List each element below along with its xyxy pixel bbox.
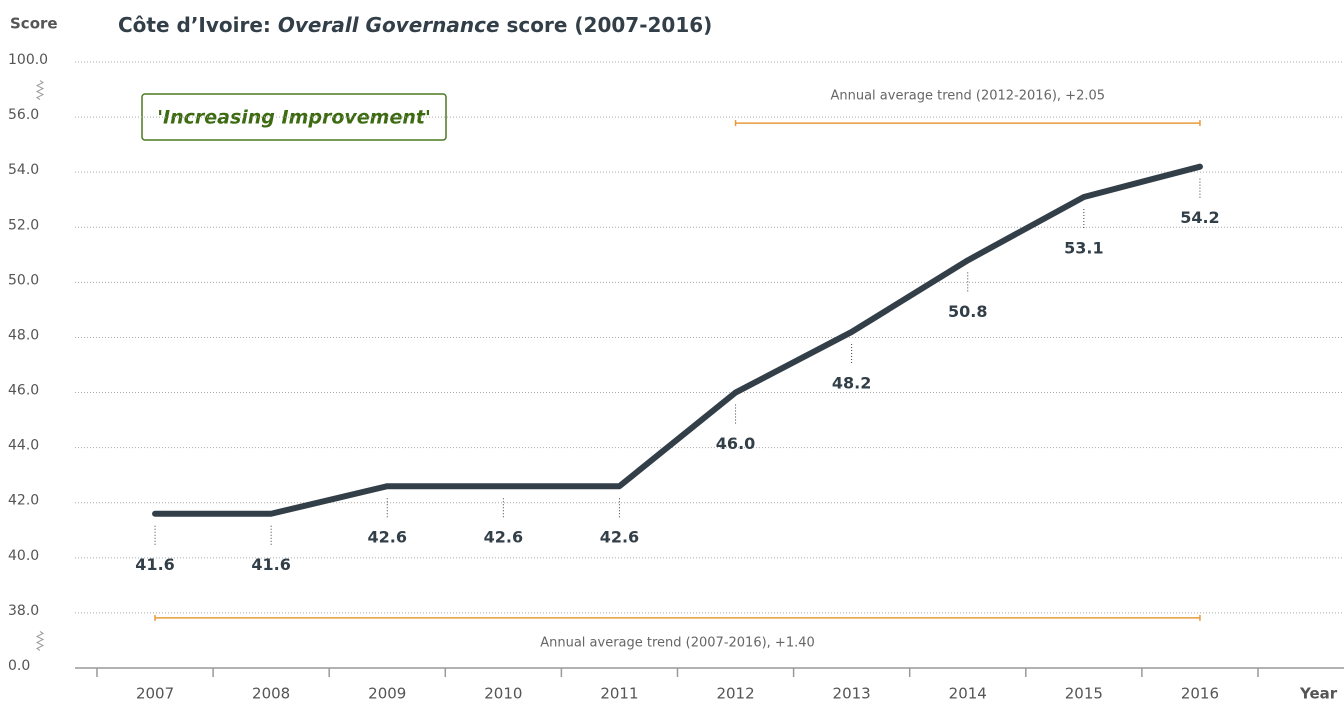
y-tick-label: 0.0 — [8, 658, 30, 674]
value-label: 42.6 — [368, 528, 407, 547]
value-label: 53.1 — [1064, 238, 1103, 257]
title-part: score (2007-2016) — [500, 13, 713, 37]
title-part: Côte d’Ivoire: — [118, 13, 278, 37]
y-tick-label: 50.0 — [8, 272, 39, 288]
trend-label: Annual average trend (2012-2016), +2.05 — [830, 89, 1105, 104]
x-tick-label: 2009 — [368, 685, 406, 703]
x-tick-label: 2015 — [1065, 685, 1103, 703]
x-tick-label: 2013 — [833, 685, 871, 703]
x-tick-label: 2011 — [600, 685, 638, 703]
x-tick-label: 2012 — [716, 685, 754, 703]
y-tick-label: 42.0 — [8, 493, 39, 509]
axis-break — [35, 80, 45, 100]
y-tick-label: 46.0 — [8, 383, 39, 399]
y-tick-label: 44.0 — [8, 438, 39, 454]
title-part: Overall Governance — [278, 13, 500, 37]
axis-break — [35, 631, 45, 651]
x-tick-label: 2016 — [1181, 685, 1219, 703]
y-tick-label: 56.0 — [8, 107, 39, 123]
value-label: 54.2 — [1180, 208, 1219, 227]
value-label: 41.6 — [251, 555, 290, 574]
value-label: 41.6 — [135, 555, 174, 574]
y-tick-label: 100.0 — [8, 52, 48, 68]
x-tick-label: 2014 — [949, 685, 987, 703]
x-tick-label: 2008 — [252, 685, 290, 703]
value-label: 50.8 — [948, 302, 987, 321]
trend-label: Annual average trend (2007-2016), +1.40 — [540, 635, 815, 650]
y-tick-label: 40.0 — [8, 548, 39, 564]
y-tick-label: 48.0 — [8, 327, 39, 343]
y-axis-label: Score — [10, 15, 58, 33]
value-label: 48.2 — [832, 373, 871, 392]
x-tick-label: 2010 — [484, 685, 522, 703]
y-tick-label: 38.0 — [8, 603, 39, 619]
y-tick-label: 52.0 — [8, 217, 39, 233]
series-line — [152, 163, 1203, 517]
y-tick-label: 54.0 — [8, 162, 39, 178]
value-label: 42.6 — [484, 528, 523, 547]
value-label: 42.6 — [600, 528, 639, 547]
chart-title: Côte d’Ivoire: Overall Governance score … — [118, 13, 712, 37]
value-label: 46.0 — [716, 434, 755, 453]
x-tick-label: 2007 — [136, 685, 174, 703]
x-axis-label: Year — [1299, 685, 1338, 703]
